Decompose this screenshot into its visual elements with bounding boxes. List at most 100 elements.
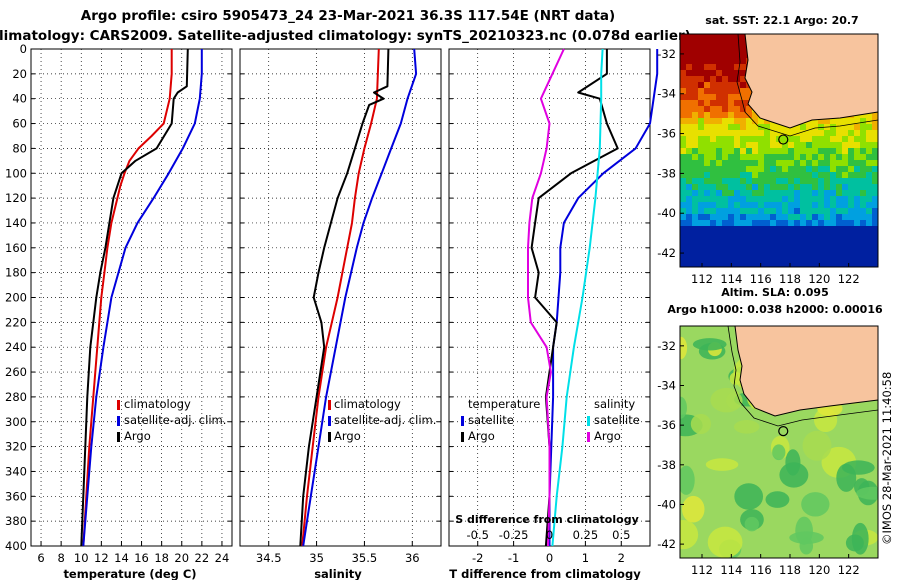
sst-cell	[776, 142, 782, 148]
sst-cell	[704, 40, 710, 46]
sst-map-title: sat. SST: 22.1 Argo: 20.7	[705, 14, 858, 27]
sst-cell	[776, 238, 782, 244]
series-line-temperature-argo	[530, 49, 619, 547]
x-tick-label: 36	[405, 551, 420, 565]
sst-cell	[842, 250, 848, 256]
sst-cell	[842, 232, 848, 238]
lat-tick-label: -38	[657, 458, 676, 472]
sst-cell	[746, 148, 752, 154]
sst-cell	[686, 232, 692, 238]
depth-tick-label: 200	[5, 291, 27, 305]
sst-cell	[782, 250, 788, 256]
sst-cell	[794, 232, 800, 238]
sst-cell	[800, 148, 806, 154]
sst-cell	[740, 142, 746, 148]
sst-cell	[698, 118, 704, 124]
sst-cell	[686, 148, 692, 154]
sst-cell	[686, 136, 692, 142]
sst-cell	[734, 202, 740, 208]
sst-cell	[848, 196, 854, 202]
sst-cell	[860, 208, 866, 214]
sla-map-title-2: Argo h1000: 0.038 h2000: 0.00016	[667, 303, 883, 316]
sst-cell	[734, 124, 740, 130]
sst-cell	[728, 40, 734, 46]
temperature-panel: 6 8 10 12 14 16 18 20 22 24 0 20 40 60 80 100 120 140 160…	[5, 42, 233, 580]
sst-cell	[698, 88, 704, 94]
sst-cell	[848, 262, 854, 267]
sst-cell	[680, 88, 686, 94]
sst-cell	[680, 232, 686, 238]
sst-cell	[740, 154, 746, 160]
sst-cell	[830, 124, 836, 130]
sst-cell	[692, 232, 698, 238]
lon-tick-label: 118	[779, 563, 801, 577]
sst-cell	[680, 172, 686, 178]
sst-cell	[716, 148, 722, 154]
sst-cell	[692, 52, 698, 58]
sst-cell	[782, 226, 788, 232]
sst-cell	[800, 256, 806, 262]
sst-cell	[692, 178, 698, 184]
sst-cell	[692, 190, 698, 196]
lat-tick-label: -40	[657, 497, 676, 511]
sst-cell	[704, 214, 710, 220]
sst-cell	[782, 190, 788, 196]
sst-cell	[866, 220, 872, 226]
sst-cell	[770, 136, 776, 142]
t-difference-xlabel: T difference from climatology	[449, 567, 641, 580]
sst-cell	[734, 190, 740, 196]
sst-cell	[686, 112, 692, 118]
sst-cell	[746, 262, 752, 267]
depth-tick-label: 180	[5, 266, 27, 280]
sst-cell	[680, 202, 686, 208]
sst-cell	[794, 160, 800, 166]
sst-cell	[698, 196, 704, 202]
sst-cell	[728, 82, 734, 88]
sst-cell	[824, 262, 830, 267]
sst-cell	[716, 244, 722, 250]
sst-cell	[848, 148, 854, 154]
sst-cell	[818, 142, 824, 148]
sst-cell	[686, 196, 692, 202]
sst-cell	[788, 130, 794, 136]
sst-cell	[758, 208, 764, 214]
sst-cell	[728, 100, 734, 106]
sst-cell	[848, 160, 854, 166]
sst-cell	[704, 34, 710, 40]
sst-cell	[722, 256, 728, 262]
sst-cell	[764, 130, 770, 136]
sst-cell	[866, 124, 872, 130]
sst-cell	[734, 208, 740, 214]
sst-cell	[722, 262, 728, 267]
legend-swatch-satellite	[117, 416, 120, 426]
sst-cell	[692, 88, 698, 94]
sst-cell	[734, 64, 740, 70]
sst-cell	[734, 220, 740, 226]
sst-cell	[698, 52, 704, 58]
series-line-argo	[80, 48, 189, 547]
sst-cell	[716, 34, 722, 40]
sst-cell	[836, 154, 842, 160]
sst-cell	[872, 118, 878, 124]
sst-cell	[848, 142, 854, 148]
sst-cell	[872, 238, 878, 244]
sst-cell	[686, 94, 692, 100]
sst-cell	[806, 130, 812, 136]
sst-cell	[848, 154, 854, 160]
sst-cell	[716, 70, 722, 76]
sst-cell	[704, 184, 710, 190]
sst-cell	[764, 184, 770, 190]
sst-cell	[830, 136, 836, 142]
sst-cell	[692, 214, 698, 220]
sst-cell	[704, 262, 710, 267]
sst-cell	[692, 118, 698, 124]
legend-title-salinity: salinity	[594, 397, 635, 411]
legend-label-climatology-sal: climatology	[334, 397, 401, 411]
sst-cell	[812, 172, 818, 178]
sst-cell	[806, 202, 812, 208]
sst-cell	[812, 220, 818, 226]
sst-cell	[710, 184, 716, 190]
sst-cell	[872, 148, 878, 154]
sst-cell	[800, 226, 806, 232]
sst-cell	[740, 52, 746, 58]
